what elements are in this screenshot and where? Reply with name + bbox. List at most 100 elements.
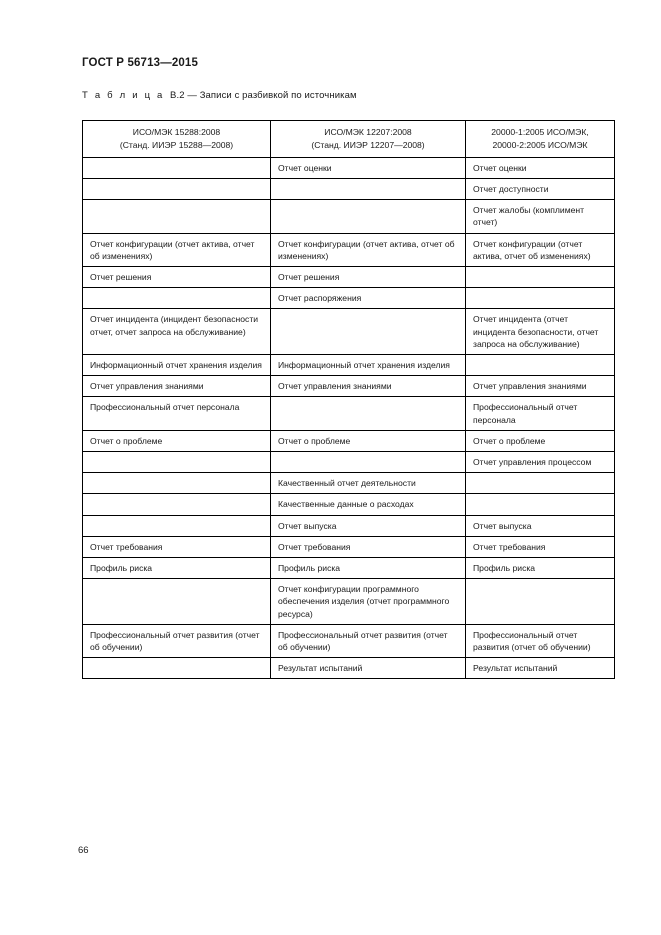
table-row: Информационный отчет хранения изделия Инф…: [82, 354, 615, 377]
table-cell: [82, 472, 271, 495]
table-row: Отчет конфигурации (отчет актива, отчет …: [82, 232, 615, 268]
table-cell: Отчет оценки: [465, 156, 615, 179]
table-body: Отчет оценки Отчет оценки Отчет доступнос…: [82, 156, 615, 680]
table-cell: Отчет управления процессом: [465, 451, 615, 474]
table-row: Отчет инцидента (инцидент безопасности о…: [82, 308, 615, 356]
records-table-wrapper: ИСО/МЭК 15288:2008 (Станд. ИИЭР 15288—20…: [82, 120, 615, 680]
table-cell: Отчет управления знаниями: [82, 375, 271, 398]
table-cell: Профессиональный отчет персонала: [82, 396, 271, 431]
column-header-iso-15288-line1: ИСО/МЭК 15288:2008: [132, 127, 221, 137]
table-cell: [465, 287, 615, 310]
table-row: Отчет доступности: [82, 177, 615, 201]
table-cell: [82, 177, 271, 201]
table-cell: [82, 451, 271, 474]
table-cell: Отчет распоряжения: [270, 287, 466, 310]
table-cell: [465, 578, 615, 625]
table-cell: [465, 493, 615, 516]
table-cell: Отчет оценки: [270, 156, 466, 179]
table-cell: [270, 177, 466, 201]
table-cell: Информационный отчет хранения изделия: [270, 354, 466, 377]
table-cell: Профессиональный отчет развития (отчет о…: [82, 623, 271, 659]
table-cell: [465, 265, 615, 289]
table-row: Отчет конфигурации программного обеспече…: [82, 578, 615, 625]
table-cell: Отчет конфигурации программного обеспече…: [270, 578, 466, 625]
table-header-row: ИСО/МЭК 15288:2008 (Станд. ИИЭР 15288—20…: [82, 120, 615, 158]
table-cell: Профиль риска: [270, 557, 466, 580]
table-cell: Отчет выпуска: [465, 514, 615, 537]
page-number: 66: [78, 845, 89, 856]
table-row: Профессиональный отчет персонала Професс…: [82, 396, 615, 431]
table-caption-dash: —: [187, 90, 197, 101]
table-row: Качественный отчет деятельности: [82, 472, 615, 495]
table-cell: Отчет инцидента (инцидент безопасности о…: [82, 308, 271, 356]
table-cell: Отчет инцидента (отчет инцидента безопас…: [465, 308, 615, 356]
table-row: Отчет выпуска Отчет выпуска: [82, 514, 615, 537]
table-cell: Результат испытаний: [270, 657, 466, 680]
table-caption-label: Т а б л и ц а: [82, 90, 165, 101]
column-header-iso-15288-line2: (Станд. ИИЭР 15288—2008): [119, 139, 234, 150]
table-header: ИСО/МЭК 15288:2008 (Станд. ИИЭР 15288—20…: [82, 120, 615, 158]
table-cell: [82, 493, 271, 516]
column-header-iso-12207-line1: ИСО/МЭК 12207:2008: [324, 127, 412, 137]
column-header-iso-12207-line2: (Станд. ИИЭР 12207—2008): [311, 139, 425, 150]
column-header-iso-15288: ИСО/МЭК 15288:2008 (Станд. ИИЭР 15288—20…: [82, 120, 271, 158]
table-cell: [82, 578, 271, 625]
table-cell: Отчет требования: [270, 535, 466, 559]
table-cell: Отчет о проблеме: [465, 429, 615, 453]
column-header-iso-20000-line2: 20000-2:2005 ИСО/МЭК: [492, 139, 588, 150]
table-cell: Отчет решения: [270, 265, 466, 289]
table-cell: Профиль риска: [82, 557, 271, 580]
table-row: Отчет распоряжения: [82, 287, 615, 310]
table-row: Результат испытаний Результат испытаний: [82, 657, 615, 680]
column-header-iso-20000: 20000-1:2005 ИСО/МЭК, 20000-2:2005 ИСО/М…: [465, 120, 615, 158]
table-cell: Отчет управления знаниями: [270, 375, 466, 398]
table-cell: Отчет о проблеме: [270, 429, 466, 453]
table-row: Отчет требования Отчет требования Отчет тр…: [82, 535, 615, 559]
table-cell: Отчет конфигурации (отчет актива, отчет …: [465, 232, 615, 268]
table-cell: Отчет доступности: [465, 177, 615, 201]
table-cell: [465, 354, 615, 377]
table-cell: [82, 156, 271, 179]
table-row: Отчет управления знаниями Отчет управлени…: [82, 375, 615, 398]
column-header-iso-20000-line1: 20000-1:2005 ИСО/МЭК,: [491, 127, 589, 137]
table-cell: [82, 657, 271, 680]
table-caption: Т а б л и ц а B.2 — Записи с разбивкой п…: [82, 90, 357, 101]
column-header-iso-12207: ИСО/МЭК 12207:2008 (Станд. ИИЭР 12207—20…: [270, 120, 466, 158]
table-row: Отчет оценки Отчет оценки: [82, 156, 615, 179]
table-row: Профессиональный отчет развития (отчет о…: [82, 623, 615, 659]
table-cell: Отчет требования: [82, 535, 271, 559]
table-row: Отчет жалобы (комплимент отчет): [82, 199, 615, 234]
records-table: ИСО/МЭК 15288:2008 (Станд. ИИЭР 15288—20…: [82, 120, 615, 680]
table-cell: Информационный отчет хранения изделия: [82, 354, 271, 377]
table-row: Качественные данные о расходах: [82, 493, 615, 516]
table-cell: [270, 451, 466, 474]
table-cell: Отчет выпуска: [270, 514, 466, 537]
table-cell: Результат испытаний: [465, 657, 615, 680]
table-cell: Отчет жалобы (комплимент отчет): [465, 199, 615, 234]
table-cell: [270, 308, 466, 356]
table-row: Отчет управления процессом: [82, 451, 615, 474]
table-cell: [82, 514, 271, 537]
table-row: Отчет решения Отчет решения: [82, 265, 615, 289]
table-caption-number: B.2: [170, 90, 185, 101]
table-cell: Качественный отчет деятельности: [270, 472, 466, 495]
table-cell: [82, 287, 271, 310]
table-caption-text: Записи с разбивкой по источникам: [199, 90, 357, 101]
table-cell: Отчет о проблеме: [82, 429, 271, 453]
table-cell: Отчет конфигурации (отчет актива, отчет …: [82, 232, 271, 268]
table-cell: Отчет конфигурации (отчет актива, отчет …: [270, 232, 466, 268]
table-cell: Профиль риска: [465, 557, 615, 580]
table-cell: Профессиональный отчет персонала: [465, 396, 615, 431]
table-cell: [270, 199, 466, 234]
table-cell: Профессиональный отчет развития (отчет о…: [465, 623, 615, 659]
table-cell: Отчет решения: [82, 265, 271, 289]
table-cell: Отчет управления знаниями: [465, 375, 615, 398]
table-cell: [82, 199, 271, 234]
table-cell: Отчет требования: [465, 535, 615, 559]
table-cell: Профессиональный отчет развития (отчет о…: [270, 623, 466, 659]
table-row: Отчет о проблеме Отчет о проблеме Отчет о …: [82, 429, 615, 453]
page-title: ГОСТ Р 56713—2015: [82, 57, 199, 69]
table-row: Профиль риска Профиль риска Профиль риска: [82, 557, 615, 580]
table-cell: Качественные данные о расходах: [270, 493, 466, 516]
